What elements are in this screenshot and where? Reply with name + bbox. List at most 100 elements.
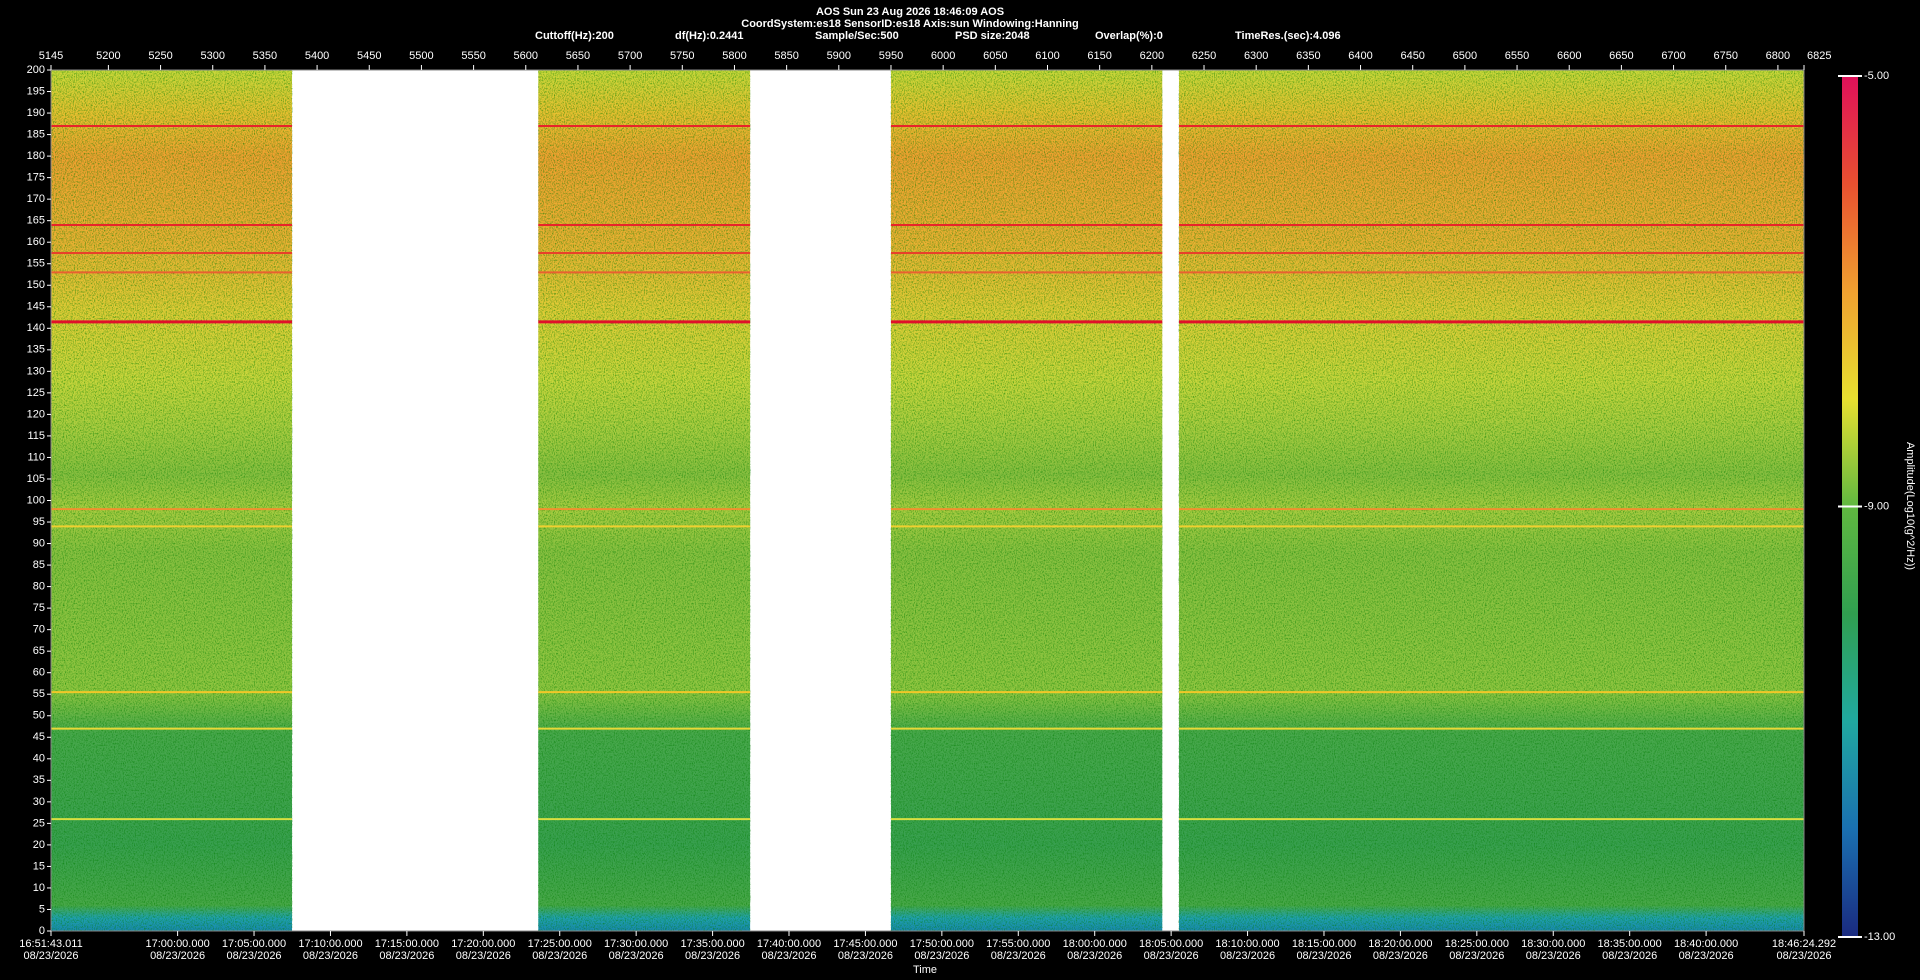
time-tick-label: 18:20:00.000 <box>1368 938 1432 950</box>
time-tick-date: 08/23/2026 <box>1776 950 1831 962</box>
y-tick-label: 115 <box>27 430 45 442</box>
time-tick-date: 08/23/2026 <box>991 950 1046 962</box>
time-tick-label: 18:10:00.000 <box>1215 938 1279 950</box>
time-tick-label: 17:05:00.000 <box>222 938 286 950</box>
y-tick-label: 70 <box>33 624 45 636</box>
x-tick-label: 5300 <box>200 50 224 62</box>
y-tick-label: 180 <box>27 150 45 162</box>
y-tick-label: 120 <box>27 408 45 420</box>
time-tick-date: 08/23/2026 <box>1449 950 1504 962</box>
y-tick-label: 150 <box>27 279 45 291</box>
time-tick-date: 08/23/2026 <box>150 950 205 962</box>
y-tick-label: 25 <box>33 817 45 829</box>
info-item: Overlap(%):0 <box>1095 30 1163 42</box>
title: AOS Sun 23 Aug 2026 18:46:09 AOS <box>816 6 1004 18</box>
y-tick-label: 40 <box>33 753 45 765</box>
y-tick-label: 145 <box>27 301 45 313</box>
time-tick-date: 08/23/2026 <box>1296 950 1351 962</box>
time-tick-date: 08/23/2026 <box>838 950 893 962</box>
y-tick-label: 185 <box>27 128 45 140</box>
colorbar-tick-label: -13.00 <box>1864 931 1895 943</box>
time-tick-date: 08/23/2026 <box>1602 950 1657 962</box>
y-tick-label: 90 <box>33 537 45 549</box>
y-tick-label: 75 <box>33 602 45 614</box>
time-tick-label: 18:15:00.000 <box>1292 938 1356 950</box>
x-tick-label: 5550 <box>461 50 485 62</box>
time-tick-label: 17:25:00.000 <box>528 938 592 950</box>
time-tick-date: 08/23/2026 <box>1067 950 1122 962</box>
x-tick-label: 6050 <box>983 50 1007 62</box>
y-tick-label: 15 <box>33 860 45 872</box>
x-tick-label: 5250 <box>148 50 172 62</box>
time-tick-date: 08/23/2026 <box>23 950 78 962</box>
x-tick-label: 5650 <box>566 50 590 62</box>
x-tick-label: 6350 <box>1296 50 1320 62</box>
x-tick-label: 5350 <box>253 50 277 62</box>
x-tick-label: 6550 <box>1505 50 1529 62</box>
time-tick-date: 08/23/2026 <box>379 950 434 962</box>
y-tick-label: 170 <box>27 193 45 205</box>
x-tick-label: 5700 <box>618 50 642 62</box>
x-tick-label: 6825 <box>1807 50 1831 62</box>
x-tick-label: 6200 <box>1140 50 1164 62</box>
y-tick-label: 10 <box>33 882 45 894</box>
time-tick-label: 17:20:00.000 <box>451 938 515 950</box>
header: AOS Sun 23 Aug 2026 18:46:09 AOS CoordSy… <box>741 6 1079 30</box>
time-tick-date: 08/23/2026 <box>609 950 664 962</box>
y-tick-label: 5 <box>39 903 45 915</box>
time-tick-label: 17:45:00.000 <box>833 938 897 950</box>
x-tick-label: 5500 <box>409 50 433 62</box>
time-tick-label: 17:30:00.000 <box>604 938 668 950</box>
info-item: Sample/Sec:500 <box>815 30 899 42</box>
y-tick-label: 105 <box>27 473 45 485</box>
y-tick-label: 85 <box>33 559 45 571</box>
time-tick-date: 08/23/2026 <box>1679 950 1734 962</box>
subtitle: CoordSystem:es18 SensorID:es18 Axis:sun … <box>741 18 1079 30</box>
x-tick-label: 6400 <box>1348 50 1372 62</box>
y-tick-label: 100 <box>27 494 45 506</box>
y-tick-label: 20 <box>33 839 45 851</box>
y-tick-label: 165 <box>27 215 45 227</box>
time-tick-date: 08/23/2026 <box>914 950 969 962</box>
x-axis-label: Time <box>913 964 937 976</box>
x-tick-label: 6500 <box>1453 50 1477 62</box>
y-tick-label: 195 <box>27 85 45 97</box>
time-tick-date: 08/23/2026 <box>227 950 282 962</box>
x-tick-label: 6600 <box>1557 50 1581 62</box>
y-tick-label: 175 <box>27 172 45 184</box>
y-tick-label: 0 <box>39 925 45 937</box>
x-tick-label: 5600 <box>514 50 538 62</box>
time-tick-label: 18:05:00.000 <box>1139 938 1203 950</box>
y-tick-label: 125 <box>27 387 45 399</box>
time-tick-label: 17:50:00.000 <box>910 938 974 950</box>
time-tick-label: 17:10:00.000 <box>298 938 362 950</box>
x-tick-label: 6100 <box>1035 50 1059 62</box>
x-tick-label: 5145 <box>39 50 63 62</box>
time-tick-date: 08/23/2026 <box>761 950 816 962</box>
x-tick-label: 6650 <box>1609 50 1633 62</box>
time-tick-label: 18:46:24.292 <box>1772 938 1836 950</box>
time-tick-date: 08/23/2026 <box>303 950 358 962</box>
info-item: df(Hz):0.2441 <box>675 30 743 42</box>
plot-area <box>51 70 1804 931</box>
x-tick-label: 6300 <box>1244 50 1268 62</box>
y-tick-label: 135 <box>27 344 45 356</box>
time-tick-label: 16:51:43.011 <box>19 938 82 950</box>
y-tick-label: 30 <box>33 796 45 808</box>
time-tick-label: 17:35:00.000 <box>680 938 744 950</box>
time-tick-date: 08/23/2026 <box>1220 950 1275 962</box>
y-tick-label: 60 <box>33 667 45 679</box>
x-tick-label: 5850 <box>774 50 798 62</box>
y-tick-label: 80 <box>33 581 45 593</box>
x-tick-label: 5950 <box>879 50 903 62</box>
y-tick-label: 160 <box>27 236 45 248</box>
x-tick-label: 5400 <box>305 50 329 62</box>
y-tick-label: 110 <box>27 451 45 463</box>
y-tick-label: 140 <box>27 322 45 334</box>
y-tick-label: 45 <box>33 731 45 743</box>
time-tick-label: 18:40:00.000 <box>1674 938 1738 950</box>
x-tick-label: 5900 <box>827 50 851 62</box>
spectrogram-texture <box>51 70 293 931</box>
time-tick-label: 18:35:00.000 <box>1598 938 1662 950</box>
